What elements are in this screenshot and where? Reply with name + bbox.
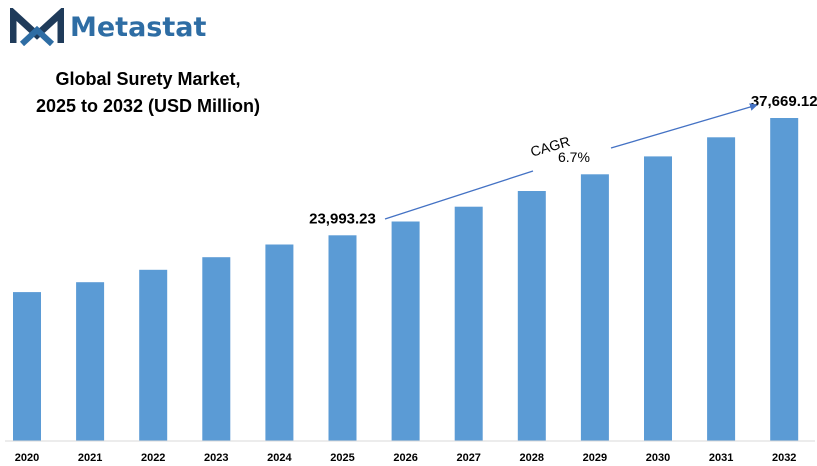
chart-title-line-1: Global Surety Market, (55, 69, 241, 89)
bar-2031 (707, 137, 736, 442)
bar-2032 (770, 118, 799, 441)
x-tick-label-2029: 2029 (583, 452, 607, 464)
data-label-2032: 37,669.12 (751, 93, 817, 110)
chart-title-line-2: 2025 to 2032 (USD Million) (35, 96, 261, 116)
x-tick-label-2026: 2026 (393, 452, 417, 464)
x-tick-label-2021: 2021 (78, 452, 102, 464)
bar-2030 (644, 156, 672, 441)
x-tick-label-2025: 2025 (330, 452, 354, 464)
x-tick-label-2022: 2022 (141, 452, 165, 464)
x-tick-label-2030: 2030 (646, 452, 670, 464)
x-tick-label-2028: 2028 (520, 452, 544, 464)
cagr-value: 6.7% (558, 149, 590, 165)
x-tick-label-2023: 2023 (204, 452, 228, 464)
brand-logo: Metastat (10, 8, 206, 46)
bar-2028 (517, 191, 546, 441)
x-tick-label-2027: 2027 (456, 452, 480, 464)
cagr-arrow-line-left (384, 170, 534, 220)
data-label-2025: 23,993.23 (309, 210, 376, 227)
metastat-logo-icon (10, 8, 64, 46)
bar-2022 (139, 269, 168, 441)
bar-2023 (202, 257, 231, 441)
bar-2024 (265, 244, 294, 441)
cagr-arrow-line-right (610, 103, 758, 149)
x-tick-label-2020: 2020 (15, 452, 39, 464)
bar-2029 (580, 174, 609, 442)
bar-2027 (454, 206, 483, 441)
x-tick-label-2032: 2032 (772, 452, 796, 464)
x-tick-label-2024: 2024 (267, 452, 292, 464)
bar-2025 (328, 235, 357, 441)
bar-2021 (76, 282, 105, 441)
bar-2026 (391, 221, 420, 441)
brand-name: Metastat (70, 11, 207, 43)
x-tick-label-2031: 2031 (709, 452, 733, 464)
bar-2020 (13, 292, 41, 441)
